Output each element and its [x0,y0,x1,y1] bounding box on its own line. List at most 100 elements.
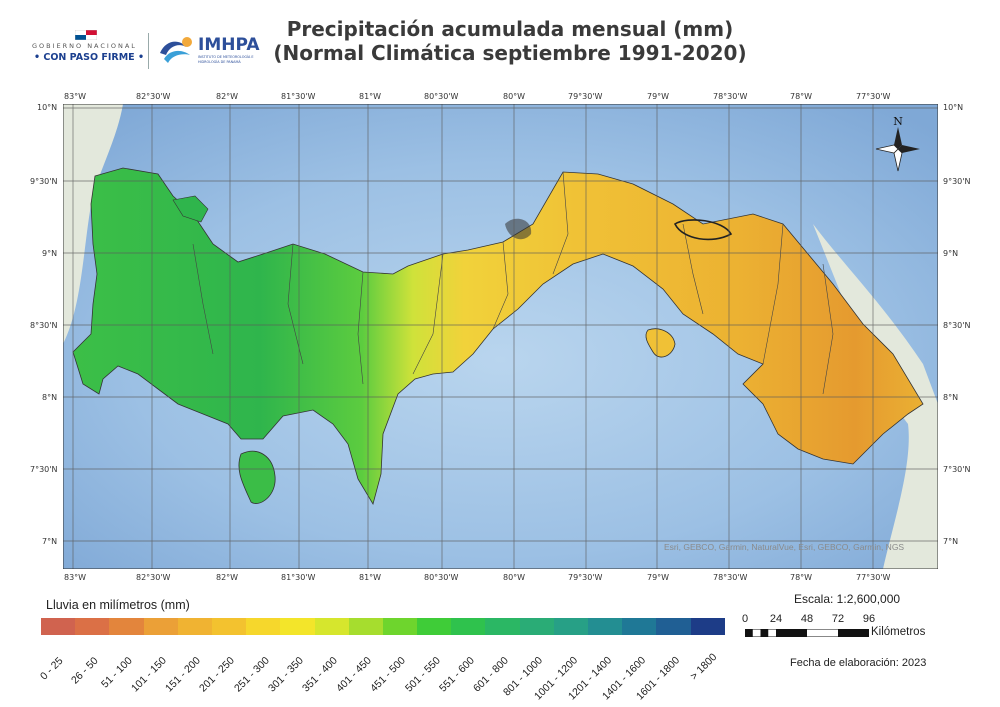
lon-tick-top: 79°30'W [568,92,603,101]
lat-tick-left: 10°N [37,103,58,112]
legend-label: 151 - 200 [163,654,204,695]
map-title: Precipitación acumulada mensual (mm) (No… [255,17,765,65]
lon-tick-bottom: 83°W [64,573,87,582]
lat-tick-right: 9°N [943,249,959,258]
lon-tick-top: 77°30'W [856,92,891,101]
lat-tick-left: 8°30'N [30,321,58,330]
colombia-land [813,224,938,569]
lat-tick-right: 7°30'N [943,465,971,474]
legend-swatch [451,618,486,635]
lon-tick-top: 81°W [359,92,382,101]
legend-swatch [143,618,178,635]
legend-label: 301 - 350 [265,654,306,695]
legend-label: 351 - 400 [300,654,340,695]
map-title-line-1: Precipitación acumulada mensual (mm) [286,17,734,41]
scale-tick: 24 [769,613,783,625]
legend-swatch [246,618,281,635]
scale-tick: 72 [831,613,845,625]
lat-tick-left: 9°30'N [30,177,58,186]
legend-label: 0 - 25 [38,654,66,683]
scale-unit: Kilómetros [871,626,926,638]
legend-swatch [348,618,383,635]
lon-tick-top: 82°30'W [136,92,171,101]
lon-tick-bottom: 78°30'W [713,573,748,582]
legend-swatch [690,618,725,635]
legend-swatch [314,618,349,635]
lon-tick-top: 79°W [647,92,670,101]
graticule [63,104,938,569]
lat-tick-left: 7°30'N [30,465,58,474]
legend-swatch [588,618,623,635]
legend-color-bar [41,618,725,635]
gobierno-nacional-logo: GOBIERNO NACIONAL • CON PASO FIRME • [32,30,145,66]
gov-logo-bottom-text: • CON PASO FIRME • [34,52,145,63]
legend-swatch [622,618,657,635]
legend-label: 501 - 550 [402,654,443,695]
panama-flag-icon [75,30,97,40]
legend-swatch [485,618,520,635]
lon-tick-bottom: 81°W [359,573,382,582]
map-attribution: Esri, GEBCO, Garmin, NaturalVue, Esri, G… [664,542,905,552]
map-title-line-2: (Normal Climática septiembre 1991-2020) [273,41,747,65]
legend-label: 26 - 50 [68,654,101,687]
lat-tick-left: 8°N [42,393,58,402]
lon-tick-bottom: 81°30'W [281,573,316,582]
lat-tick-left: 9°N [42,249,58,258]
lon-tick-bottom: 77°30'W [856,573,891,582]
lon-tick-top: 78°30'W [713,92,748,101]
lon-tick-top: 78°W [790,92,813,101]
bocas-islands [172,195,209,223]
lon-tick-bottom: 79°W [647,573,670,582]
lon-tick-bottom: 78°W [790,573,813,582]
legend-label: 451 - 500 [368,654,409,695]
lon-tick-top: 82°W [216,92,239,101]
scale-bar [745,629,869,637]
lat-tick-right: 8°N [943,393,959,402]
imhpa-logo: IMHPA Instituto de Meteorología e Hidrol… [156,33,260,69]
lat-tick-right: 7°N [943,537,959,546]
gatun-lake [505,218,532,240]
legend-swatch [75,618,110,635]
north-arrow-icon: N [875,115,920,172]
scale-tick: 0 [741,613,749,625]
scale-tick: 48 [800,613,814,625]
map-canvas: N [63,104,938,569]
costa-rica-land [63,104,123,344]
lon-tick-bottom: 80°W [503,573,526,582]
legend-swatch [109,618,144,635]
legend-swatch [41,618,76,635]
legend-label: 201 - 250 [197,654,238,695]
lon-tick-top: 81°30'W [281,92,316,101]
north-arrow-label: N [893,115,903,128]
lat-tick-left: 7°N [42,537,58,546]
legend-swatch [280,618,315,635]
legend-swatch [656,618,691,635]
legend-swatch [417,618,452,635]
lon-tick-top: 80°W [503,92,526,101]
legend-label: 251 - 300 [231,654,272,695]
imhpa-name: IMHPA [198,35,260,55]
imhpa-subtitle: Instituto de Meteorología e Hidrología d… [198,55,254,64]
legend-swatch [382,618,418,635]
province-boundaries [192,171,834,395]
scale-text: Escala: 1:2,600,000 [794,592,901,606]
legend-swatch [177,618,212,635]
lat-tick-right: 10°N [943,103,964,112]
lon-tick-top: 83°W [64,92,87,101]
logo-divider [148,33,149,69]
creation-date: Fecha de elaboración: 2023 [790,657,927,669]
imhpa-wave-icon [160,37,192,63]
legend-label: 101 - 150 [129,654,169,695]
legend-title: Lluvia en milímetros (mm) [46,598,190,612]
legend-swatch [553,618,588,635]
lat-tick-right: 8°30'N [943,321,971,330]
scale-tick: 96 [862,613,876,625]
coiba-island [238,450,276,504]
lon-tick-bottom: 79°30'W [568,573,603,582]
lon-tick-bottom: 82°30'W [136,573,171,582]
lat-tick-right: 9°30'N [943,177,971,186]
lon-tick-bottom: 80°30'W [424,573,459,582]
precipitation-map: N [63,104,938,569]
legend-label: 401 - 450 [334,654,375,695]
legend-label: 551 - 600 [436,654,477,695]
